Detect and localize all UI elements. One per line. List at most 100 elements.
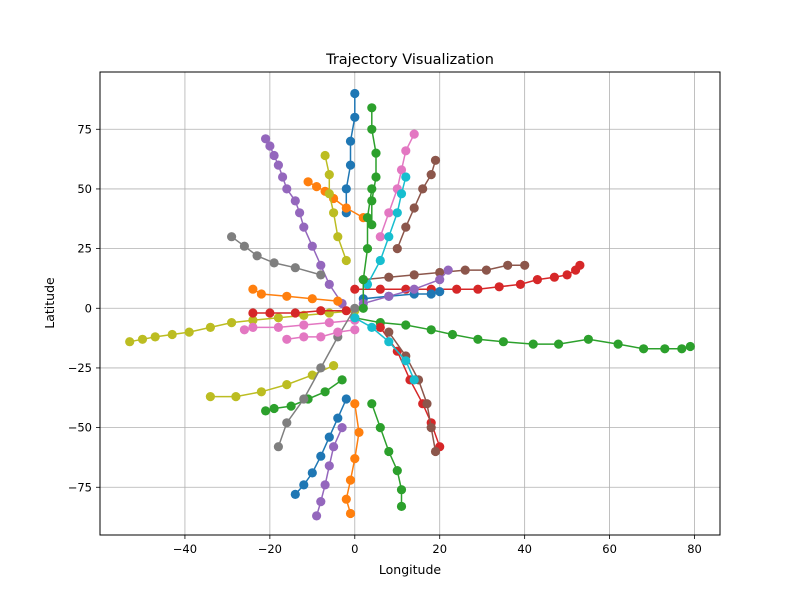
trajectory-14 bbox=[367, 103, 381, 230]
trajectory-point bbox=[282, 418, 292, 428]
trajectory-point bbox=[384, 446, 394, 457]
trajectory-point bbox=[435, 267, 445, 278]
trajectory-point bbox=[125, 337, 135, 347]
trajectory-point bbox=[401, 320, 411, 330]
trajectory-point bbox=[401, 222, 411, 232]
trajectory-point bbox=[239, 325, 249, 335]
trajectory-point bbox=[239, 241, 249, 251]
trajectory-point bbox=[375, 322, 385, 332]
trajectory-point bbox=[345, 136, 356, 146]
trajectory-point bbox=[341, 203, 351, 213]
trajectory-point bbox=[282, 184, 292, 194]
trajectory-point bbox=[354, 427, 364, 437]
trajectory-point bbox=[269, 150, 279, 161]
trajectory-point bbox=[401, 356, 411, 366]
trajectory-point bbox=[248, 308, 258, 318]
trajectory-point bbox=[418, 184, 428, 194]
trajectory-point bbox=[337, 375, 347, 385]
trajectory-point bbox=[341, 394, 351, 404]
trajectory-point bbox=[205, 322, 215, 332]
trajectory-point bbox=[392, 244, 402, 254]
trajectory-point bbox=[273, 160, 283, 170]
trajectory-point bbox=[685, 341, 695, 352]
trajectory-point bbox=[409, 203, 419, 213]
trajectory-11 bbox=[341, 399, 364, 519]
trajectory-point bbox=[401, 146, 411, 156]
trajectory-point bbox=[375, 255, 385, 266]
trajectory-point bbox=[320, 387, 330, 397]
trajectory-point bbox=[256, 289, 266, 299]
trajectory-point bbox=[562, 270, 572, 280]
trajectory-point bbox=[333, 413, 343, 423]
trajectory-point bbox=[265, 308, 275, 318]
trajectory-point bbox=[320, 150, 330, 161]
trajectory-point bbox=[307, 370, 317, 380]
trajectory-point bbox=[329, 442, 339, 452]
y-tick-label: −50 bbox=[68, 421, 92, 435]
trajectory-point bbox=[396, 189, 407, 199]
trajectory-point bbox=[396, 485, 407, 495]
y-tick-label: 75 bbox=[77, 122, 92, 136]
trajectory-point bbox=[307, 241, 317, 251]
y-axis-label: Latitude bbox=[42, 277, 57, 329]
trajectory-point bbox=[375, 232, 385, 242]
trajectory-8 bbox=[261, 375, 347, 416]
trajectory-13 bbox=[341, 88, 360, 218]
trajectory-series bbox=[125, 88, 695, 521]
trajectory-point bbox=[481, 265, 491, 275]
x-tick-label: 80 bbox=[687, 542, 702, 556]
trajectory-point bbox=[350, 88, 360, 99]
trajectory-point bbox=[345, 160, 356, 170]
trajectory-point bbox=[299, 222, 309, 232]
trajectory-point bbox=[392, 466, 402, 476]
trajectory-point bbox=[494, 282, 504, 292]
trajectory-point bbox=[520, 260, 530, 270]
grid-lines bbox=[100, 72, 720, 535]
trajectory-point bbox=[261, 406, 271, 416]
trajectory-point bbox=[312, 511, 322, 521]
trajectory-point bbox=[320, 480, 330, 490]
trajectory-point bbox=[639, 344, 649, 354]
trajectory-point bbox=[426, 325, 436, 335]
trajectory-point bbox=[324, 308, 334, 318]
trajectory-point bbox=[324, 279, 334, 289]
trajectory-6 bbox=[227, 232, 326, 280]
trajectory-point bbox=[549, 272, 560, 282]
trajectory-point bbox=[396, 501, 407, 511]
x-tick-label: 40 bbox=[517, 542, 532, 556]
trajectory-point bbox=[350, 454, 360, 464]
trajectory-point bbox=[324, 318, 334, 328]
trajectory-point bbox=[333, 296, 343, 306]
trajectory-point bbox=[184, 327, 194, 337]
trajectory-point bbox=[316, 497, 326, 507]
trajectory-point bbox=[345, 475, 356, 485]
trajectory-point bbox=[269, 258, 279, 268]
trajectory-point bbox=[329, 208, 339, 218]
x-axis-label: Longitude bbox=[379, 562, 441, 577]
trajectory-point bbox=[375, 284, 385, 294]
trajectory-point bbox=[295, 208, 305, 218]
trajectory-22 bbox=[362, 172, 411, 289]
trajectory-point bbox=[333, 327, 343, 337]
trajectory-point bbox=[430, 155, 441, 165]
trajectory-point bbox=[299, 320, 309, 330]
trajectory-point bbox=[299, 480, 309, 490]
trajectory-point bbox=[409, 129, 419, 139]
trajectory-point bbox=[137, 334, 148, 344]
trajectory-point bbox=[316, 332, 326, 342]
x-axis-ticks: −40 −20 0 20 40 60 80 bbox=[173, 535, 702, 556]
trajectory-point bbox=[341, 255, 351, 266]
trajectory-point bbox=[290, 196, 300, 206]
x-tick-label: 60 bbox=[602, 542, 617, 556]
trajectory-point bbox=[367, 124, 377, 134]
trajectory-point bbox=[273, 313, 283, 323]
trajectory-point bbox=[384, 272, 394, 282]
trajectory-15 bbox=[375, 129, 419, 242]
trajectory-1 bbox=[350, 313, 695, 354]
trajectory-point bbox=[371, 148, 381, 158]
trajectory-point bbox=[409, 375, 419, 385]
trajectory-27 bbox=[350, 313, 419, 385]
trajectory-point bbox=[341, 494, 351, 504]
trajectory-29 bbox=[358, 184, 377, 313]
